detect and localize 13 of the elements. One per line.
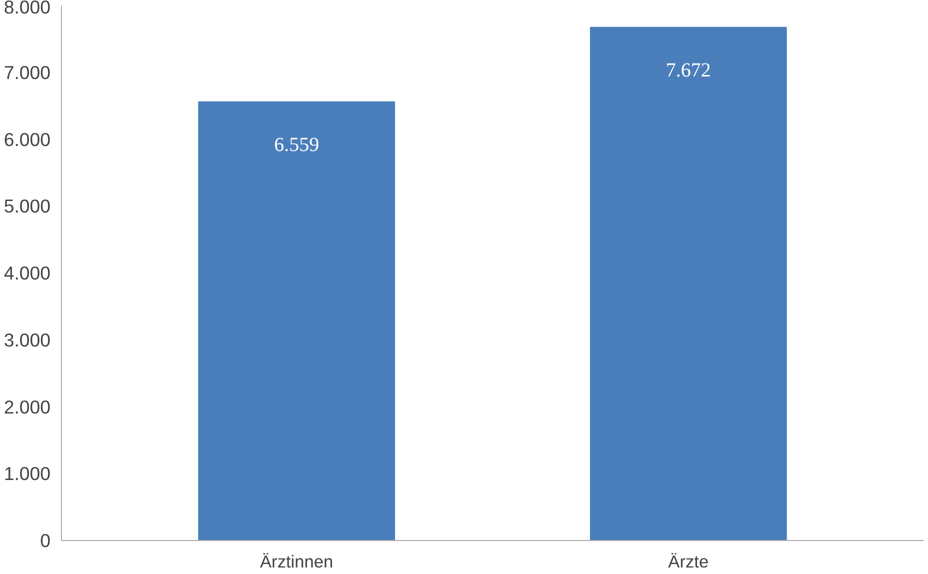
- y-tick-label: 4.000: [4, 262, 50, 284]
- y-tick-label: 3.000: [4, 329, 50, 350]
- y-tick-label: 5.000: [4, 196, 50, 217]
- x-tick-label: Ärzte: [668, 552, 709, 572]
- y-tick-label: 1.000: [4, 463, 50, 484]
- x-tick-label: Ärztinnen: [260, 552, 334, 572]
- data-label: 7.672: [666, 59, 711, 82]
- y-tick-label: 8.000: [4, 0, 50, 18]
- data-label: 6.559: [274, 134, 320, 156]
- y-tick-label: 0: [40, 530, 51, 551]
- y-tick-label: 6.000: [4, 128, 50, 150]
- y-tick-label: 2.000: [4, 396, 50, 418]
- y-tick-label: 7.000: [4, 62, 50, 83]
